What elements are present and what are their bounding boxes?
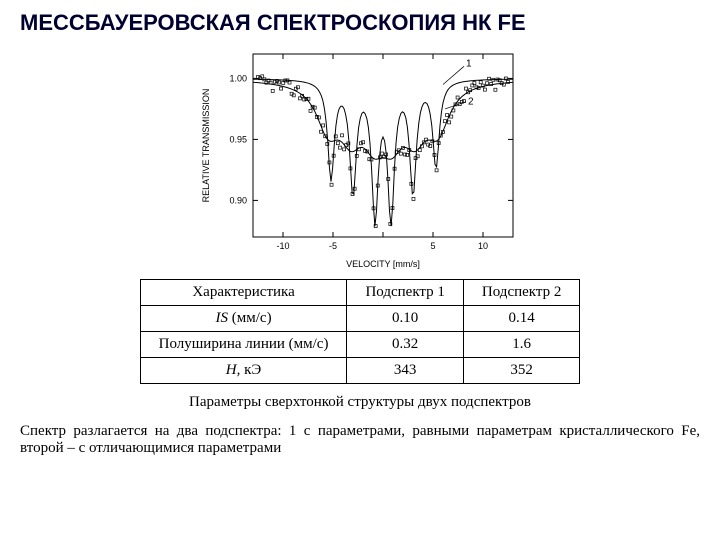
table-row: H, кЭ343352 [140,358,580,384]
svg-text:VELOCITY [mm/s]: VELOCITY [mm/s] [346,259,420,269]
table-cell: 0.32 [347,332,463,358]
page-title: МЕССБАУЕРОВСКАЯ СПЕКТРОСКОПИЯ НК FE [20,10,700,36]
svg-text:RELATIVE TRANSMISSION: RELATIVE TRANSMISSION [201,89,211,203]
table-caption: Параметры сверхтонкой структуры двух под… [20,394,700,411]
table-cell: 0.10 [347,306,463,332]
svg-text:1.00: 1.00 [229,73,247,83]
col-header-2: Подспектр 2 [463,280,579,306]
svg-text:5: 5 [430,241,435,251]
body-paragraph: Спектр разлагается на два подспектра: 1 … [20,423,700,457]
table-cell: 343 [347,358,463,384]
table-cell: 1.6 [463,332,579,358]
table-cell: 0.14 [463,306,579,332]
svg-text:2: 2 [468,97,474,108]
table-row: Полуширина линии (мм/с)0.321.6 [140,332,580,358]
svg-text:-10: -10 [276,241,289,251]
svg-text:0.95: 0.95 [229,134,247,144]
table-row: IS (мм/с)0.100.14 [140,306,580,332]
chart-container: 0.90 0.95 1.00 -10 -5 5 10 VELOCITY [mm/s] RELA… [20,44,700,269]
col-header-1: Подспектр 1 [347,280,463,306]
svg-text:1: 1 [466,58,472,69]
table-cell: H, кЭ [140,358,347,384]
table-cell: 352 [463,358,579,384]
table-cell: Полуширина линии (мм/с) [140,332,347,358]
svg-text:0.90: 0.90 [229,195,247,205]
parameters-table: Характеристика Подспектр 1 Подспектр 2 I… [140,279,581,384]
table-cell: IS (мм/с) [140,306,347,332]
col-header-0: Характеристика [140,280,347,306]
svg-text:-5: -5 [329,241,337,251]
table-header-row: Характеристика Подспектр 1 Подспектр 2 [140,280,580,306]
svg-text:10: 10 [478,241,488,251]
mossbauer-spectrum-chart: 0.90 0.95 1.00 -10 -5 5 10 VELOCITY [mm/s] RELA… [195,44,525,269]
